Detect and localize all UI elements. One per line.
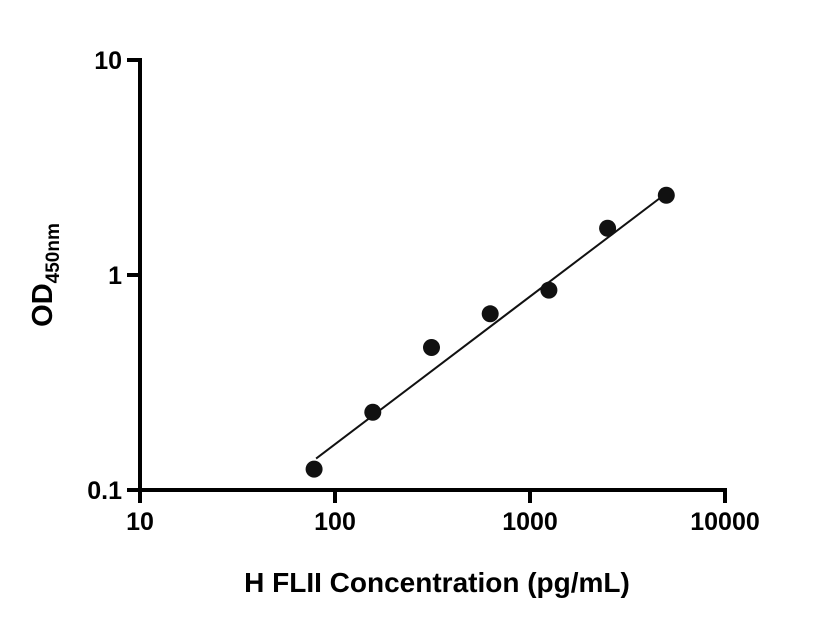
data-point: [481, 305, 499, 323]
y-axis-title-text: OD450nm: [27, 223, 64, 327]
data-point: [599, 219, 617, 237]
x-tick-label: 10: [126, 508, 154, 536]
y-axis-title-sub: 450nm: [43, 223, 64, 283]
y-axis-title: OD450nm: [27, 223, 64, 327]
y-axis-title-main: OD: [27, 283, 59, 327]
data-point: [540, 281, 558, 299]
x-tick-label: 100: [314, 508, 356, 536]
x-tick-label: 10000: [690, 508, 760, 536]
y-tick-label: 10: [94, 47, 122, 75]
plot-area: 10 100 1000 10000 0.1 1 10: [87, 47, 760, 536]
x-axis-title: H FLII Concentration (pg/mL): [244, 567, 630, 598]
data-point: [364, 403, 382, 421]
data-point: [305, 460, 323, 478]
x-tick-label: 1000: [502, 508, 558, 536]
data-point: [657, 186, 675, 204]
axes-frame: [138, 58, 727, 492]
data-point: [422, 339, 440, 357]
y-tick-label: 1: [108, 262, 122, 290]
y-tick-label: 0.1: [87, 477, 122, 505]
